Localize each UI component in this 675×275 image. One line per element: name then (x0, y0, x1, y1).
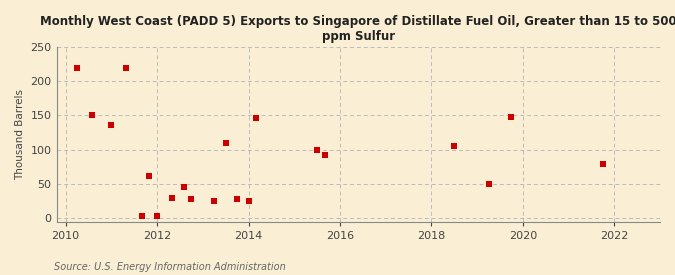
Title: Monthly West Coast (PADD 5) Exports to Singapore of Distillate Fuel Oil, Greater: Monthly West Coast (PADD 5) Exports to S… (40, 15, 675, 43)
Point (152, 214, 163, 218)
Y-axis label: Thousand Barrels: Thousand Barrels (15, 89, 25, 180)
Point (506, 115, 517, 119)
Point (483, 182, 494, 186)
Point (136, 214, 147, 218)
Text: Source: U.S. Energy Information Administration: Source: U.S. Energy Information Administ… (54, 262, 286, 271)
Point (220, 141, 231, 145)
Point (319, 152, 330, 157)
Point (121, 65, 132, 70)
Point (106, 123, 117, 127)
Point (597, 162, 608, 166)
Point (243, 199, 254, 203)
Point (72, 65, 82, 70)
Point (167, 196, 178, 200)
Point (178, 185, 189, 190)
Point (87, 113, 98, 118)
Point (209, 199, 219, 203)
Point (251, 116, 262, 120)
Point (312, 148, 323, 152)
Point (449, 144, 460, 148)
Point (144, 174, 155, 178)
Point (232, 197, 242, 201)
Point (186, 197, 197, 201)
